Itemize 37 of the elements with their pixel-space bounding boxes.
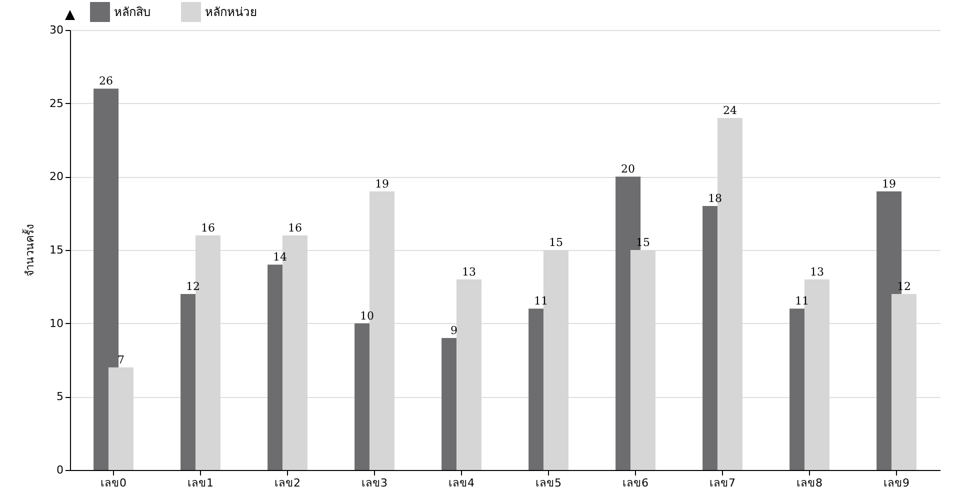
data-label: 18 [708,192,722,205]
x-tick-label: เลข9 [884,476,910,490]
x-tick-label: เลข1 [188,476,214,490]
y-tick-label: 15 [50,244,64,256]
data-label: 11 [795,294,810,308]
data-label: 13 [810,265,824,278]
data-label: 13 [462,265,476,278]
y-tick-label: 10 [50,316,64,330]
data-label: 24 [722,104,737,117]
legend-label: หลักหน่วย [205,5,257,19]
x-tick-label: เลข6 [622,476,648,490]
x-tick-label: เลข5 [536,476,562,490]
data-label: 19 [374,177,389,190]
data-label: 20 [621,162,636,176]
data-label: 16 [288,221,302,234]
x-tick-label: เลข4 [448,476,474,490]
data-label: 19 [882,177,896,190]
x-tick-label: เลข8 [796,476,822,490]
y-tick-label: 25 [50,96,64,110]
x-tick-label: เลข0 [100,476,126,490]
y-axis-title: จำนวนครั้ง [22,224,37,276]
x-tick-label: เลข7 [710,476,736,490]
data-label: 15 [548,236,563,249]
data-label: 16 [200,221,215,234]
y-tick-label: 20 [50,170,64,184]
legend-label: หลักสิบ [114,5,151,19]
data-label: 12 [186,280,200,293]
x-tick-label: เลข3 [362,476,388,490]
data-label: 9 [450,324,458,337]
y-tick-label: 5 [56,390,64,404]
x-tick-label: เลข2 [274,476,300,490]
data-label: 10 [360,309,374,322]
data-label: 26 [99,74,114,88]
y-tick-label: 30 [50,24,64,36]
y-tick-label: 0 [56,464,64,476]
data-label: 11 [534,294,548,308]
data-label: 14 [273,250,288,264]
